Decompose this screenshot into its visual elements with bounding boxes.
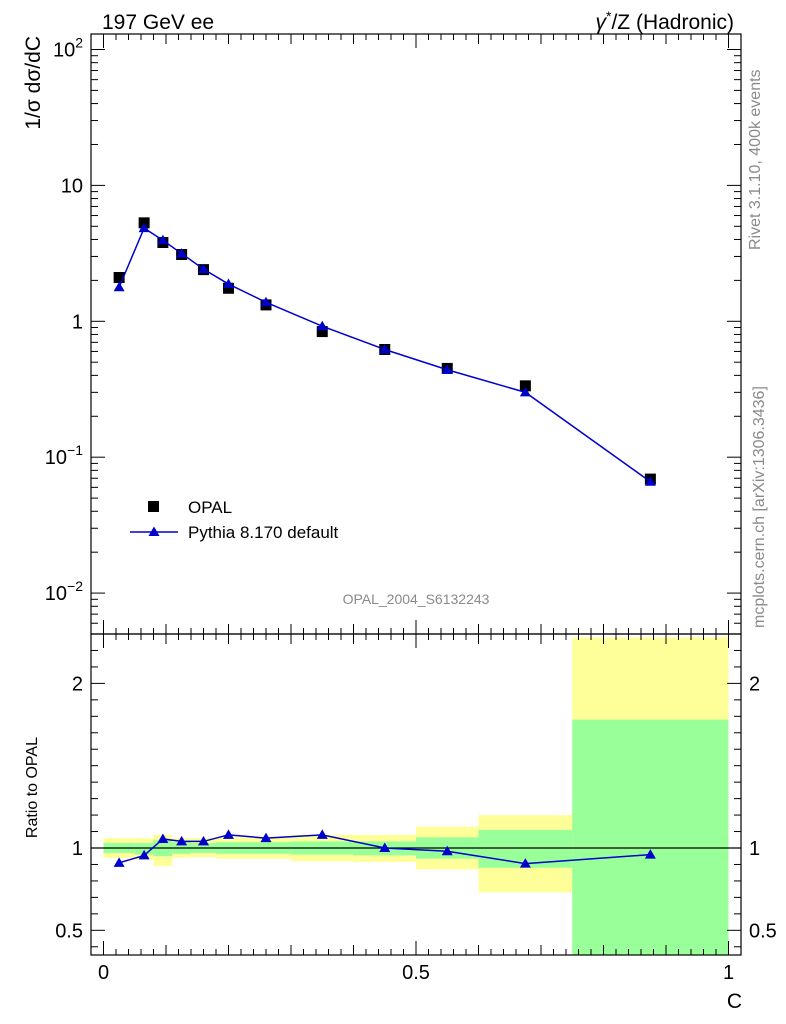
ratio-mc-point <box>176 835 188 846</box>
ratio-mc-point <box>519 858 531 868</box>
ratio-mc-point <box>260 832 272 843</box>
ratio-mc-point <box>379 842 391 852</box>
x-axis-label: C <box>727 990 742 1013</box>
x-tick-label: 0.5 <box>402 962 430 984</box>
header-left: 197 GeV ee <box>102 11 214 34</box>
mc-point <box>441 364 453 374</box>
ratio-mc-point <box>316 829 328 839</box>
main-ytick-label: 1 <box>72 311 83 333</box>
ratio-mc-point <box>223 829 234 839</box>
ratio-mc-point <box>138 849 150 860</box>
mc-point <box>176 248 188 258</box>
legend-data-label: OPAL <box>188 498 232 517</box>
main-ytick-label: 102 <box>53 34 83 61</box>
data-point <box>113 271 125 283</box>
ratio-mc-point <box>441 845 453 856</box>
main-ytick-label: 10 <box>61 175 83 197</box>
main-ylabel: 1/σ dσ/dC <box>22 36 45 130</box>
ratio-ylabel: Ratio to OPAL <box>24 737 41 838</box>
ratio-mc-point <box>157 833 169 843</box>
main-ytick-base: 10 <box>45 447 67 469</box>
data-point <box>519 380 531 392</box>
ratio-band-inner <box>572 719 729 955</box>
ratio-mc-point <box>198 835 209 846</box>
ratio-ytick-label-right: 0.5 <box>749 920 777 942</box>
rivet-version-label: Rivet 3.1.10, 400k events <box>747 69 764 250</box>
main-ytick-exponent: −2 <box>67 578 83 594</box>
mc-point <box>316 320 328 331</box>
mc-point <box>157 234 169 245</box>
main-frame <box>90 33 742 635</box>
main-ytick-base: 10 <box>53 39 75 61</box>
mc-point <box>379 344 391 354</box>
legend-mc-label: Pythia 8.170 default <box>188 523 339 542</box>
main-ytick-exponent: 2 <box>75 34 83 50</box>
ratio-band-inner <box>134 843 154 855</box>
x-tick-label: 0 <box>98 962 109 984</box>
ratio-plot-layer <box>91 637 741 955</box>
ratio-mc-point <box>644 849 656 859</box>
header-right: γ*/Z (Hadronic) <box>596 8 734 34</box>
ratio-ytick-label-left: 2 <box>72 673 83 695</box>
legend-data-marker <box>148 501 159 512</box>
ratio-ytick-label-left: 0.5 <box>55 920 83 942</box>
legend-mc-marker <box>148 526 160 536</box>
mc-line <box>118 226 651 483</box>
main-ytick-label: 10−2 <box>45 578 83 605</box>
mc-point <box>198 263 209 274</box>
mc-point <box>223 278 234 289</box>
header-suffix: /Z (Hadronic) <box>611 11 734 34</box>
x-tick-label: 1 <box>723 962 734 984</box>
mc-point <box>113 281 125 292</box>
header-gamma: γ <box>596 11 608 34</box>
ratio-ytick-label-left: 1 <box>72 838 83 860</box>
main-ytick-exponent: −1 <box>67 442 83 458</box>
mc-point <box>644 476 656 486</box>
analysis-id-label: OPAL_2004_S6132243 <box>343 591 490 607</box>
mc-point <box>519 386 531 397</box>
ratio-ytick-label-right: 1 <box>749 838 760 860</box>
data-point <box>223 282 234 294</box>
mc-point <box>260 296 272 307</box>
mc-point <box>138 222 150 233</box>
mcplots-label: mcplots.cern.ch [arXiv:1306.3436] <box>751 386 768 628</box>
ratio-mc-point <box>113 857 125 867</box>
ratio-ytick-label-right: 2 <box>749 673 760 695</box>
main-ytick-base: 10 <box>45 583 67 605</box>
main-ytick-label: 10−1 <box>45 442 83 469</box>
main-data-layer <box>113 217 656 486</box>
legend: OPAL Pythia 8.170 default <box>130 498 339 542</box>
header-star: * <box>606 8 612 24</box>
data-point <box>316 326 328 338</box>
